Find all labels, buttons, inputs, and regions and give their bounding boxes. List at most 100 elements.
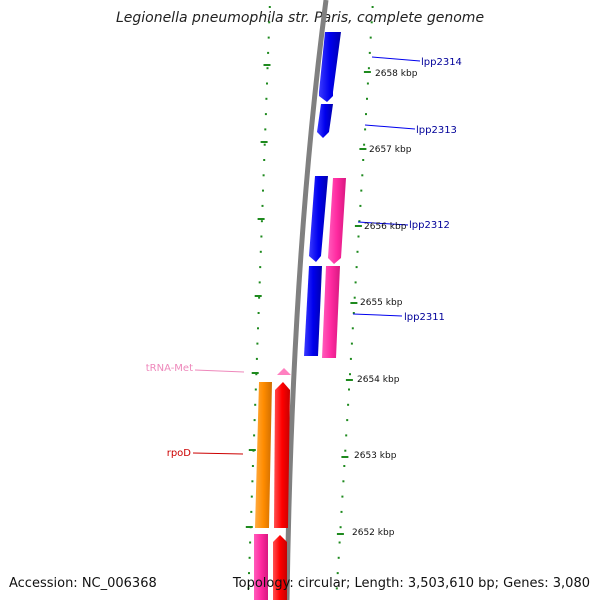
feature-label-lpp2314: lpp2314 bbox=[421, 57, 462, 68]
ruler-tick bbox=[260, 141, 268, 143]
ruler-dot bbox=[356, 250, 359, 253]
ruler-dot bbox=[267, 51, 270, 54]
genome-backbone bbox=[284, 0, 329, 600]
ruler-dot bbox=[366, 97, 368, 100]
ruler-dot bbox=[249, 541, 252, 544]
ruler-dot bbox=[250, 495, 253, 498]
ruler-dot bbox=[247, 587, 250, 590]
ruler-dot bbox=[262, 189, 264, 192]
ruler-dot bbox=[267, 36, 270, 39]
ruler-label-2652: 2652 kbp bbox=[352, 528, 395, 538]
ruler-dot bbox=[353, 296, 356, 299]
accession-label: Accession: NC_006368 bbox=[9, 576, 157, 591]
cds-block-top bbox=[319, 32, 341, 102]
ruler-tick bbox=[251, 372, 259, 374]
ruler-dot bbox=[371, 6, 374, 8]
ruler-dot bbox=[370, 21, 373, 24]
ruler-tick bbox=[345, 379, 353, 381]
ruler-dot bbox=[345, 434, 348, 437]
ruler-dot bbox=[255, 373, 258, 376]
ruler-dot bbox=[336, 572, 339, 575]
cds-block-lpp2313 bbox=[317, 104, 333, 138]
ruler-dot bbox=[263, 159, 266, 161]
ruler-dot bbox=[338, 541, 341, 544]
ruler-dot bbox=[352, 312, 355, 314]
ruler-dot bbox=[361, 174, 364, 177]
feature-label-lpp2312: lpp2312 bbox=[409, 220, 450, 231]
ruler-dot bbox=[253, 419, 256, 422]
cds-block-lpp2311 bbox=[304, 266, 322, 356]
ruler-label-2654: 2654 kbp bbox=[357, 375, 400, 385]
ruler-dot bbox=[264, 113, 267, 116]
ruler-ticks-outer bbox=[336, 71, 371, 535]
leader-rpod bbox=[192, 452, 244, 455]
leader-lpp2313 bbox=[364, 124, 416, 130]
ruler-dot bbox=[258, 296, 261, 299]
ruler-dot bbox=[259, 250, 262, 253]
ruler-label-2653: 2653 kbp bbox=[354, 451, 397, 461]
ruler-label-2656: 2656 kbp bbox=[364, 222, 407, 232]
ruler-dot bbox=[254, 403, 257, 406]
ruler-dot bbox=[260, 220, 263, 223]
ruler-dot bbox=[348, 388, 350, 391]
cds-block-reverse-3 bbox=[254, 534, 268, 600]
ruler-dot bbox=[346, 419, 349, 422]
ruler-dot bbox=[266, 82, 268, 85]
ruler-dot bbox=[255, 357, 258, 360]
gene-block-lower bbox=[273, 535, 287, 600]
ruler-dot bbox=[265, 97, 268, 100]
ruler-dot bbox=[263, 143, 266, 146]
leader-trna-met bbox=[194, 369, 245, 373]
ruler-dot bbox=[260, 235, 263, 238]
ruler-dot bbox=[250, 510, 253, 513]
ruler-tick bbox=[359, 148, 367, 150]
ruler-tick bbox=[363, 71, 371, 73]
ruler-dot bbox=[339, 526, 342, 529]
ruler-tick bbox=[254, 295, 262, 297]
ruler-dot bbox=[349, 373, 351, 376]
ruler-dot bbox=[349, 357, 352, 360]
ruler-tick bbox=[354, 225, 362, 227]
feature-label-rpod: rpoD bbox=[167, 448, 192, 459]
ruler-dot bbox=[344, 449, 347, 452]
ruler-dot bbox=[351, 327, 354, 330]
ruler-dot bbox=[354, 281, 357, 284]
ruler-dot bbox=[369, 36, 372, 39]
ruler-dot bbox=[368, 51, 371, 54]
ruler-tick bbox=[248, 449, 256, 451]
ruler-dot bbox=[347, 403, 350, 406]
ruler-dot bbox=[335, 587, 338, 590]
ruler-dot bbox=[357, 235, 360, 238]
ruler-dot bbox=[365, 113, 367, 116]
ruler-dot bbox=[261, 204, 264, 207]
ruler-dot bbox=[257, 327, 259, 330]
ruler-dot bbox=[343, 465, 346, 467]
cds-block-lpp2312 bbox=[309, 176, 328, 262]
rrna-block bbox=[255, 382, 272, 528]
cds-block-reverse-2 bbox=[322, 266, 340, 358]
trna-met-arrow bbox=[277, 368, 291, 375]
ruler-tick bbox=[336, 533, 344, 535]
ruler-dot bbox=[248, 556, 251, 559]
ruler-dot bbox=[254, 388, 257, 391]
ruler-dot bbox=[366, 82, 369, 85]
ruler-dot bbox=[258, 281, 261, 284]
cds-block-reverse-1 bbox=[328, 178, 346, 264]
ruler-tick bbox=[341, 456, 349, 458]
gene-rpod bbox=[274, 382, 290, 528]
topology-label: Topology: circular; Length: 3,503,610 bp… bbox=[232, 576, 590, 591]
feature-label-lpp2311: lpp2311 bbox=[404, 312, 445, 323]
ruler-dot bbox=[363, 143, 366, 146]
leader-lpp2314 bbox=[371, 56, 421, 62]
ruler-dots-outer bbox=[335, 6, 374, 590]
map-title: Legionella pneumophila str. Paris, compl… bbox=[115, 10, 485, 26]
ruler-dot bbox=[342, 480, 345, 483]
ruler-dot bbox=[337, 556, 340, 559]
ruler-dot bbox=[364, 128, 367, 131]
ruler-dot bbox=[359, 204, 362, 207]
leader-lpp2311 bbox=[352, 313, 403, 317]
ruler-tick bbox=[350, 302, 358, 304]
ruler-dot bbox=[248, 572, 250, 575]
ruler-label-2655: 2655 kbp bbox=[360, 298, 403, 308]
